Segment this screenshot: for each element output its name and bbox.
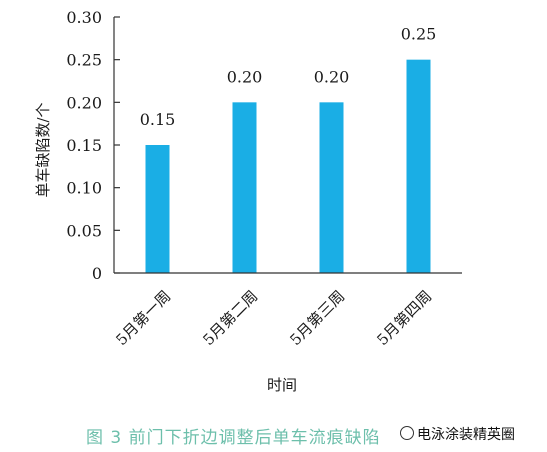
y-tick-label: 0.10 xyxy=(66,179,102,198)
y-tick-label: 0.30 xyxy=(66,8,102,27)
wechat-icon xyxy=(400,426,414,440)
y-axis-label: 单车缺陷数/个 xyxy=(34,102,52,197)
y-axis-ticks: 0 0.05 0.10 0.15 0.20 0.25 0.30 xyxy=(66,8,120,283)
watermark-text: 电泳涂装精英圈 xyxy=(417,427,515,443)
y-tick-label: 0.05 xyxy=(66,221,102,240)
y-tick-label: 0.25 xyxy=(66,51,102,70)
bar xyxy=(232,102,257,273)
bars xyxy=(145,59,431,273)
bar xyxy=(319,102,344,273)
y-tick-label: 0.15 xyxy=(66,136,102,155)
bar-data-label: 0.25 xyxy=(401,25,437,44)
y-tick-label: 0.20 xyxy=(66,93,102,112)
bar-data-label: 0.20 xyxy=(227,67,263,86)
bar-data-label: 0.20 xyxy=(314,67,350,86)
watermark: 电泳涂装精英圈 xyxy=(398,424,517,444)
data-labels: 0.15 0.20 0.20 0.25 xyxy=(140,25,437,129)
x-category-label: 5月第三周 xyxy=(286,287,348,349)
y-tick-label: 0 xyxy=(92,264,102,283)
x-axis-label: 时间 xyxy=(267,376,297,394)
bar xyxy=(406,59,431,273)
x-category-label: 5月第二周 xyxy=(199,287,261,349)
x-category-label: 5月第一周 xyxy=(112,287,174,349)
x-category-label: 5月第四周 xyxy=(373,287,435,349)
figure-caption: 图 3 前门下折边调整后单车流痕缺陷 xyxy=(86,428,381,448)
x-axis-category-labels: 5月第一周 5月第二周 5月第三周 5月第四周 xyxy=(112,287,435,349)
bar xyxy=(145,145,170,273)
bar-data-label: 0.15 xyxy=(140,110,176,129)
